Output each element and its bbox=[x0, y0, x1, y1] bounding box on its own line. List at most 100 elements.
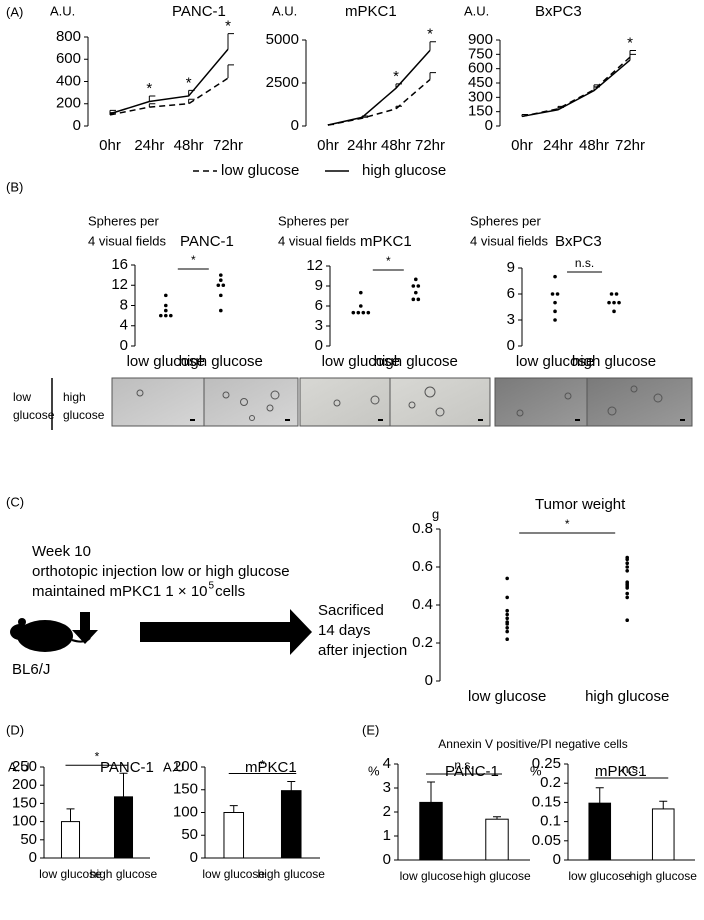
y-tick-label: 0 bbox=[315, 337, 323, 354]
x-tick-label: 48hr bbox=[381, 137, 411, 154]
y-tick-label: 12 bbox=[111, 276, 128, 293]
y-tick-label: 900 bbox=[468, 31, 493, 48]
x-tick-label: low glucose bbox=[39, 867, 102, 881]
data-point bbox=[612, 309, 616, 314]
schematic-text: orthotopic injection low or high glucose bbox=[32, 563, 290, 580]
error-bar bbox=[595, 787, 604, 804]
schematic-text: maintained mPKC1 1 × 10 bbox=[32, 583, 208, 600]
y-tick-label: 600 bbox=[56, 50, 81, 67]
data-point bbox=[553, 318, 557, 322]
data-point bbox=[221, 283, 226, 288]
error-bar bbox=[429, 41, 436, 51]
line-series bbox=[521, 56, 631, 118]
y-tick-label: 9 bbox=[315, 277, 323, 294]
y-tick-label: 6 bbox=[315, 297, 323, 314]
data-point bbox=[505, 626, 510, 630]
y-tick-label: 50 bbox=[181, 826, 198, 843]
data-point bbox=[550, 292, 555, 296]
x-tick-label: 24hr bbox=[347, 137, 377, 154]
data-point bbox=[614, 292, 619, 296]
data-point bbox=[505, 612, 510, 617]
chart-title: PANC-1 bbox=[180, 233, 234, 250]
data-point bbox=[216, 283, 221, 288]
error-bar bbox=[493, 816, 501, 820]
mouse-label: BL6/J bbox=[12, 661, 50, 678]
y-tick-label: 0 bbox=[73, 117, 81, 134]
arrow-right bbox=[140, 609, 312, 655]
error-bar bbox=[119, 772, 128, 797]
significance-mark: * bbox=[260, 758, 265, 772]
data-point bbox=[164, 308, 168, 313]
significance-mark: * bbox=[386, 254, 391, 268]
y-axis-label: 4 visual fields bbox=[278, 233, 357, 248]
schematic: Week 10 orthotopic injection low or high… bbox=[10, 543, 407, 678]
y-tick-label: 4 bbox=[383, 755, 391, 772]
data-point bbox=[219, 278, 223, 282]
y-tick-label: 250 bbox=[12, 758, 37, 775]
error-bar bbox=[395, 83, 402, 89]
data-point bbox=[553, 300, 557, 305]
error-bar bbox=[429, 72, 436, 80]
error-bar bbox=[229, 805, 238, 813]
y-tick-label: 0 bbox=[29, 849, 37, 866]
significance-mark: n.s. bbox=[454, 758, 473, 772]
data-point bbox=[411, 284, 416, 288]
y-tick-label: 0 bbox=[383, 851, 391, 868]
bar bbox=[588, 802, 612, 861]
y-tick-label: 4 bbox=[120, 317, 128, 334]
significance-mark: * bbox=[146, 80, 152, 97]
schematic-text: Week 10 bbox=[32, 543, 91, 560]
error-bar bbox=[287, 781, 296, 791]
micrograph bbox=[389, 377, 491, 427]
y-axis-label: 4 visual fields bbox=[88, 233, 167, 248]
significance-mark: * bbox=[627, 34, 633, 51]
sphere-images: low glucose high glucose bbox=[13, 377, 693, 430]
y-tick-label: 0.8 bbox=[412, 520, 433, 537]
data-point bbox=[356, 310, 361, 315]
x-tick-label: high glucose bbox=[585, 688, 669, 705]
significance-mark: * bbox=[427, 26, 433, 43]
x-tick-label: 24hr bbox=[543, 137, 573, 154]
bar bbox=[485, 818, 509, 861]
error-bar bbox=[188, 89, 195, 96]
x-tick-label: 48hr bbox=[579, 137, 609, 154]
y-tick-label: 200 bbox=[12, 776, 37, 793]
data-point bbox=[625, 565, 629, 569]
y-tick-label: 450 bbox=[468, 74, 493, 91]
error-bar bbox=[361, 115, 368, 118]
bar bbox=[419, 801, 443, 861]
data-point bbox=[359, 304, 363, 308]
y-axis-label: Spheres per bbox=[88, 213, 159, 228]
data-point bbox=[625, 555, 629, 560]
y-tick-label: 3 bbox=[507, 311, 515, 328]
data-point bbox=[625, 561, 629, 565]
y-tick-label: 2500 bbox=[266, 74, 299, 91]
y-tick-label: 0 bbox=[120, 337, 128, 354]
x-tick-label: low glucose bbox=[322, 353, 400, 370]
micrograph bbox=[111, 377, 205, 427]
data-point bbox=[219, 273, 223, 277]
y-tick-label: 150 bbox=[12, 794, 37, 811]
panel-label: (E) bbox=[362, 722, 379, 737]
y-tick-label: 0 bbox=[507, 337, 515, 354]
y-axis-label: A.U bbox=[163, 759, 185, 774]
y-axis-label: % bbox=[530, 763, 542, 778]
y-axis-label: A.U bbox=[8, 759, 30, 774]
data-point bbox=[169, 313, 173, 318]
x-tick-label: high glucose bbox=[258, 867, 326, 881]
error-bar bbox=[521, 114, 528, 117]
x-tick-label: high glucose bbox=[630, 869, 698, 883]
data-point bbox=[505, 620, 510, 624]
y-tick-label: 0 bbox=[291, 117, 299, 134]
y-tick-label: 0.2 bbox=[540, 774, 561, 791]
data-point bbox=[505, 629, 510, 634]
bar bbox=[280, 790, 302, 859]
mouse-icon bbox=[10, 618, 91, 652]
chart-title: mPKC1 bbox=[345, 3, 397, 20]
error-bar bbox=[188, 98, 195, 104]
data-point bbox=[411, 297, 416, 302]
line-series bbox=[327, 78, 431, 126]
micrograph bbox=[299, 377, 391, 427]
error-bar bbox=[659, 800, 668, 809]
